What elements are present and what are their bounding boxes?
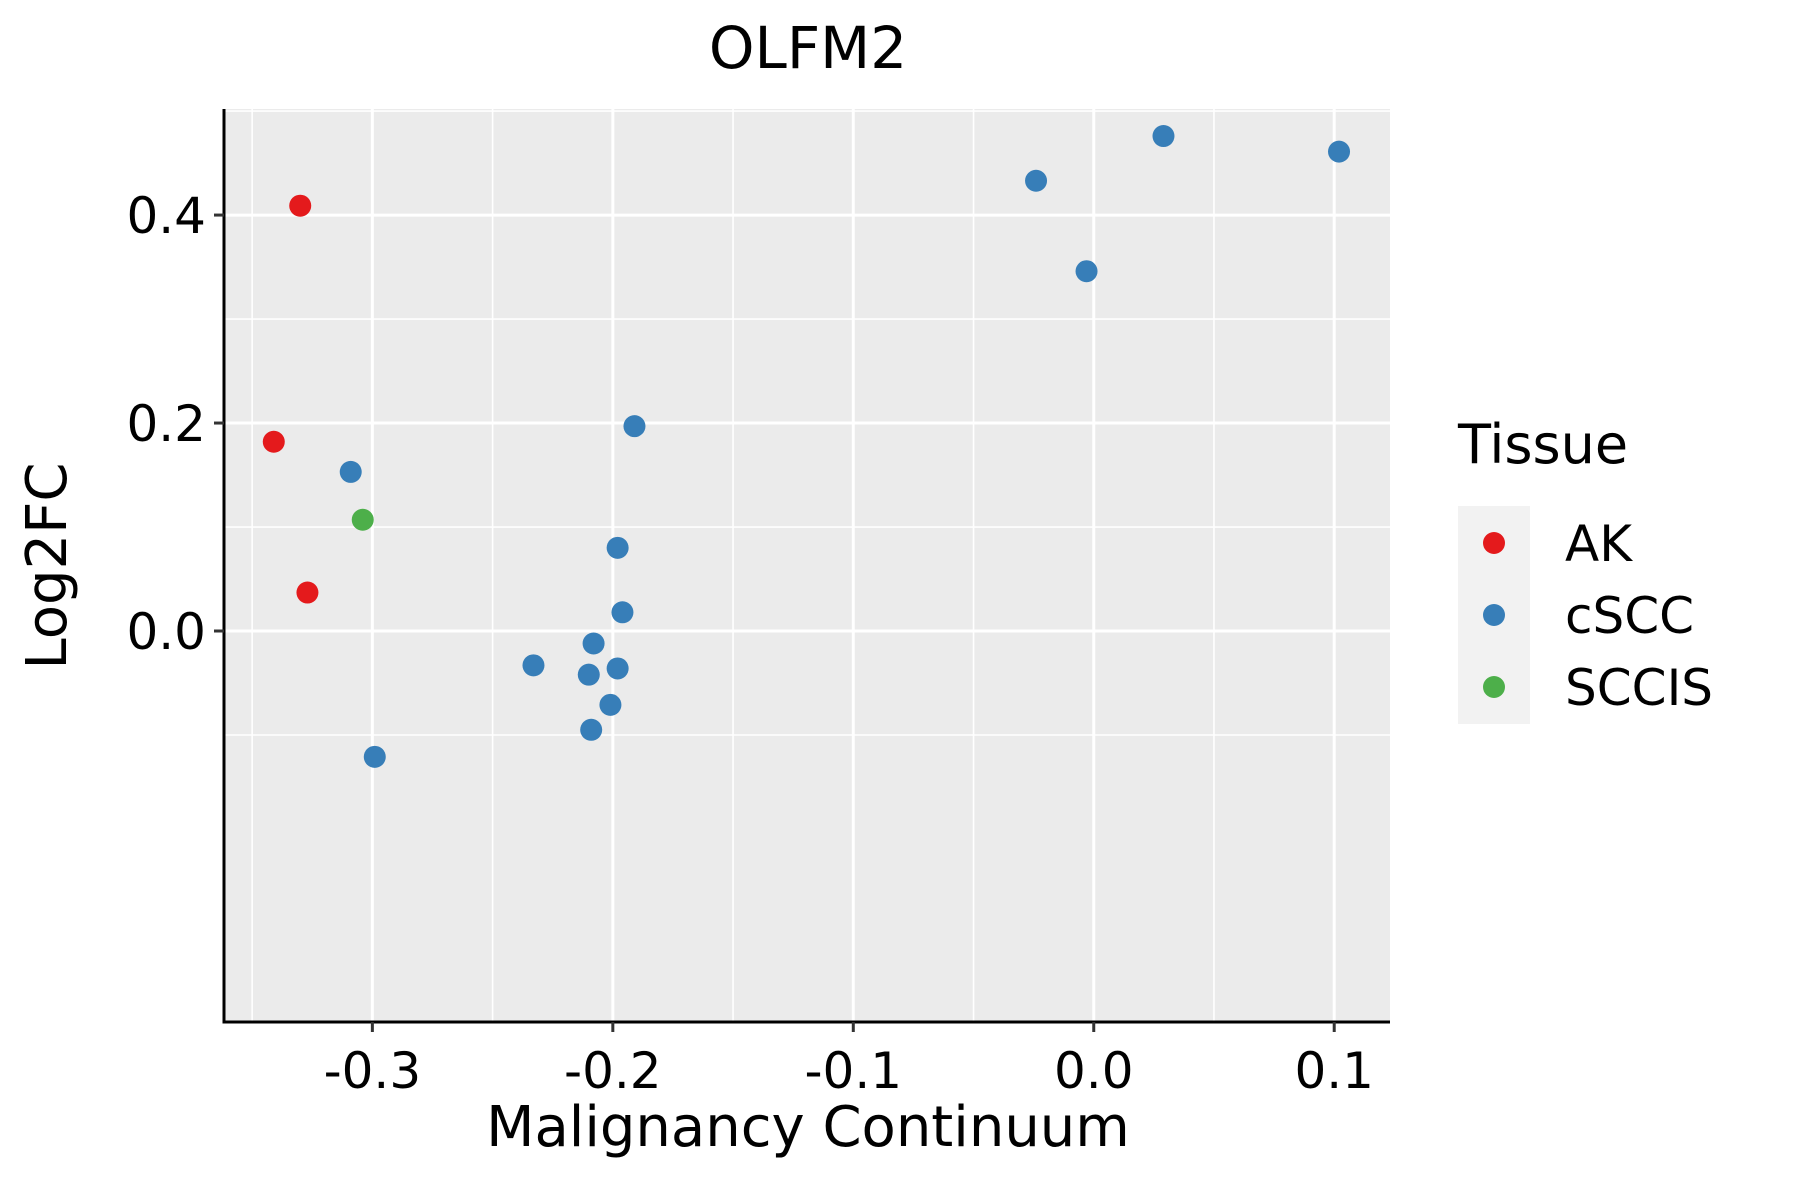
legend-label-cscc: cSCC — [1565, 587, 1694, 645]
data-point-cscc — [599, 693, 622, 716]
plot-panel — [224, 109, 1390, 1022]
data-point-cscc — [580, 718, 603, 741]
y-tick-label: 0.4 — [126, 187, 206, 245]
legend-label-ak: AK — [1565, 515, 1633, 573]
y-tick-label: 0.2 — [126, 395, 206, 453]
x-tick-label: 0.1 — [1294, 1042, 1374, 1100]
legend-label-sccis: SCCIS — [1565, 659, 1713, 717]
legend-key-sccis — [1483, 676, 1505, 698]
data-point-cscc — [623, 415, 646, 438]
data-point-cscc — [522, 654, 545, 677]
legend-key-ak — [1483, 532, 1505, 554]
data-point-cscc — [582, 632, 605, 655]
y-axis-ticks: 0.0 0.2 0.4 — [126, 187, 224, 661]
x-tick-label: -0.2 — [564, 1042, 662, 1100]
data-point-cscc — [606, 536, 629, 559]
data-point-cscc — [577, 663, 600, 686]
major-gridlines — [224, 109, 1390, 1022]
y-tick-label: 0.0 — [126, 603, 206, 661]
data-point-ak — [296, 581, 319, 604]
x-tick-label: -0.3 — [324, 1042, 422, 1100]
y-axis-title: Log2FC — [15, 463, 80, 670]
data-point-ak — [262, 430, 285, 453]
data-point-ak — [289, 194, 312, 217]
x-axis-title: Malignancy Continuum — [486, 1095, 1130, 1160]
legend-key-cscc — [1483, 604, 1505, 626]
data-points — [262, 125, 1351, 768]
data-point-cscc — [1152, 125, 1175, 148]
data-point-cscc — [606, 657, 629, 680]
x-tick-label: 0.0 — [1054, 1042, 1134, 1100]
data-point-cscc — [1075, 260, 1098, 283]
legend: Tissue AK cSCC SCCIS — [1457, 413, 1713, 724]
chart-title: OLFM2 — [709, 14, 907, 82]
x-axis-ticks: -0.3 -0.2 -0.1 0.0 0.1 — [324, 1022, 1374, 1100]
data-point-sccis — [351, 508, 374, 531]
data-point-cscc — [339, 460, 362, 483]
data-point-cscc — [1025, 169, 1048, 192]
data-point-cscc — [611, 601, 634, 624]
data-point-cscc — [1328, 140, 1351, 163]
data-point-cscc — [363, 745, 386, 768]
legend-title: Tissue — [1457, 413, 1628, 476]
minor-gridlines — [224, 109, 1390, 1022]
x-tick-label: -0.1 — [805, 1042, 903, 1100]
